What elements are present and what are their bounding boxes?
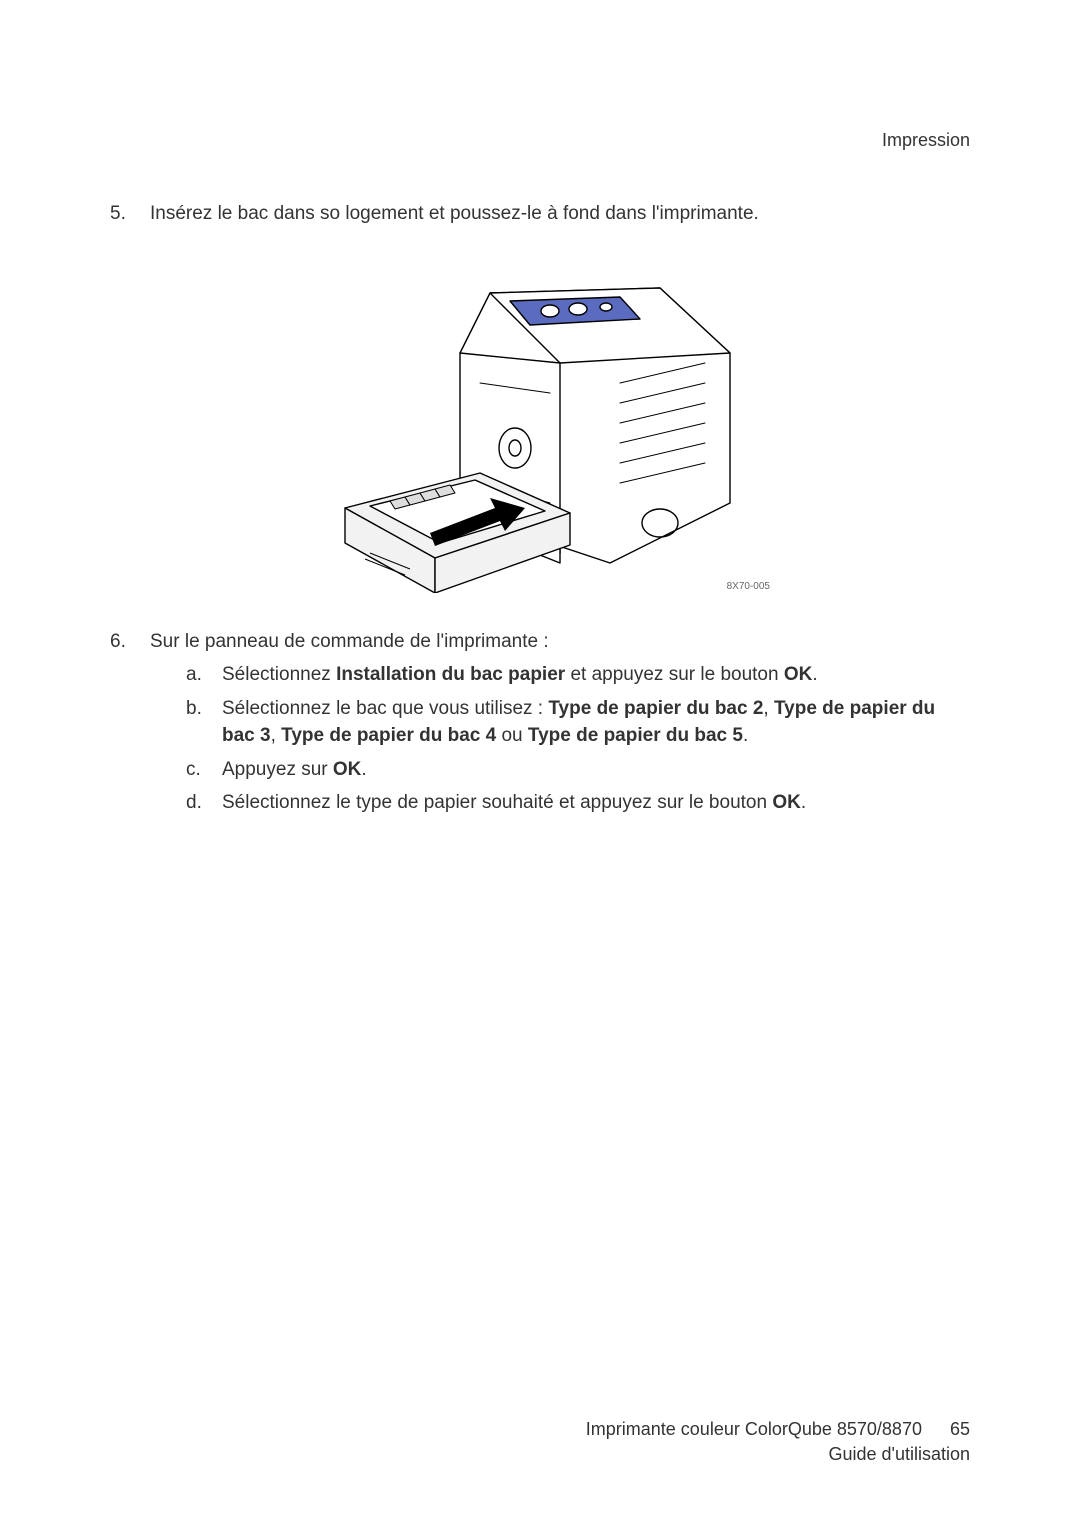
section-header: Impression [882,130,970,151]
page-number: 65 [950,1417,970,1442]
step-number: 6. [110,628,150,823]
substep-a: a. Sélectionnez Installation du bac papi… [186,661,970,689]
substep-letter: b. [186,695,222,750]
substep-letter: a. [186,661,222,689]
page-footer: Imprimante couleur ColorQube 8570/8870 65… [586,1417,970,1467]
substep-d: d. Sélectionnez le type de papier souhai… [186,789,970,817]
substep-c: c. Appuyez sur OK. [186,756,970,784]
step-text: Insérez le bac dans so logement et pouss… [150,200,970,228]
step-number: 5. [110,200,150,228]
substep-text: Sélectionnez le bac que vous utilisez : … [222,695,970,750]
substep-letter: c. [186,756,222,784]
step-5: 5. Insérez le bac dans so logement et po… [110,200,970,228]
step-text: Sur le panneau de commande de l'impriman… [150,631,549,652]
substep-text: Sélectionnez Installation du bac papier … [222,661,970,689]
footer-title: Imprimante couleur ColorQube 8570/8870 [586,1419,922,1439]
printer-illustration [310,253,770,593]
content-area: 5. Insérez le bac dans so logement et po… [110,200,970,823]
substep-text: Appuyez sur OK. [222,756,970,784]
footer-subtitle: Guide d'utilisation [828,1444,970,1464]
substep-letter: d. [186,789,222,817]
substeps: a. Sélectionnez Installation du bac papi… [150,661,970,817]
substep-b: b. Sélectionnez le bac que vous utilisez… [186,695,970,750]
substep-text: Sélectionnez le type de papier souhaité … [222,789,970,817]
step-6: 6. Sur le panneau de commande de l'impri… [110,628,970,823]
figure-caption: 8X70-005 [727,581,770,592]
step-body: Sur le panneau de commande de l'impriman… [150,628,970,823]
document-page: Impression 5. Insérez le bac dans so log… [0,0,1080,1527]
printer-tray-figure: 8X70-005 [310,253,770,598]
figure-container: 8X70-005 [110,253,970,598]
